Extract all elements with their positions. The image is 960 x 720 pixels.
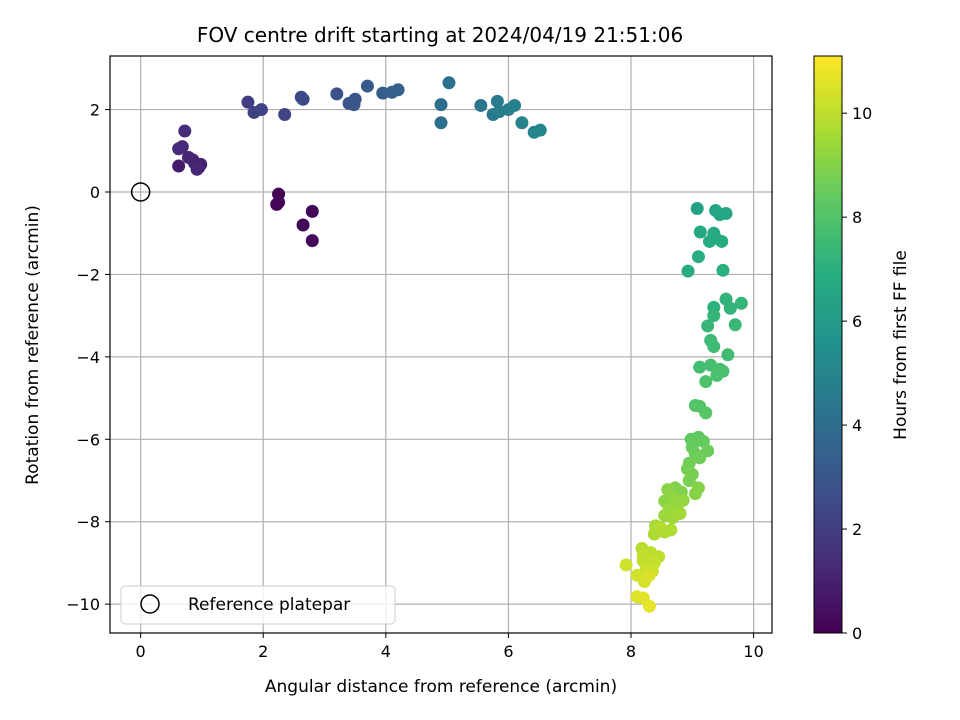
colorbar-gradient [813, 55, 843, 634]
data-point [330, 87, 344, 101]
data-point [490, 94, 504, 108]
colorbar-tick-label: 8 [852, 208, 862, 227]
colorbar-tick-label: 0 [852, 624, 862, 643]
data-point [682, 474, 696, 488]
data-point [347, 98, 361, 112]
x-tick-label: 0 [136, 642, 146, 661]
data-point [272, 195, 286, 209]
data-point [278, 108, 292, 122]
data-point [693, 360, 707, 374]
data-point [360, 79, 374, 93]
scatter-points [172, 76, 748, 613]
data-point [515, 116, 529, 130]
data-point [442, 76, 456, 90]
data-point [673, 506, 687, 520]
data-point [434, 98, 448, 112]
data-point [693, 451, 707, 465]
data-point [707, 309, 721, 323]
data-point [690, 201, 704, 215]
y-tick-label: −2 [76, 265, 100, 284]
colorbar-tick-label: 10 [852, 104, 872, 123]
data-point [688, 487, 702, 501]
x-tick-label: 10 [743, 642, 763, 661]
data-point [734, 296, 748, 310]
data-point [190, 162, 204, 176]
data-point [296, 218, 310, 232]
data-point [699, 375, 713, 389]
x-axis-label: Angular distance from reference (arcmin) [265, 677, 617, 697]
y-tick-label: −10 [66, 595, 100, 614]
y-tick-label: −6 [76, 430, 100, 449]
colorbar: 0 2 4 6 8 10 Hours from first FF file [813, 55, 911, 643]
x-tick-label: 4 [381, 642, 391, 661]
data-point [661, 483, 675, 497]
colorbar-tick-label: 2 [852, 520, 862, 539]
data-point [172, 159, 186, 173]
grid [110, 56, 772, 633]
data-point [305, 204, 319, 218]
data-point [241, 95, 255, 109]
x-tick-label: 6 [503, 642, 513, 661]
x-tick-label: 8 [626, 642, 636, 661]
data-point [172, 142, 186, 156]
colorbar-tick-label: 6 [852, 312, 862, 331]
colorbar-tick-label: 4 [852, 416, 862, 435]
y-tick-label: 2 [90, 101, 100, 120]
data-point [474, 98, 488, 112]
data-point [664, 523, 678, 537]
chart-title: FOV centre drift starting at 2024/04/19 … [197, 23, 683, 47]
reference-marker [130, 182, 151, 202]
data-point [254, 103, 268, 117]
data-point [715, 234, 729, 248]
y-tick-label: −8 [76, 513, 100, 532]
legend-marker [140, 594, 160, 614]
data-point [693, 225, 707, 239]
y-tick-label: 0 [90, 183, 100, 202]
data-point [721, 348, 735, 362]
data-point [710, 368, 724, 382]
data-point [642, 568, 656, 582]
plot-frame [109, 55, 773, 634]
data-point [728, 318, 742, 332]
y-axis-label: Rotation from reference (arcmin) [23, 205, 43, 485]
data-point [434, 116, 448, 130]
data-point [707, 340, 721, 354]
data-point [701, 319, 715, 333]
data-point [653, 521, 667, 535]
data-point [723, 301, 737, 315]
colorbar-ticks: 0 2 4 6 8 10 [842, 104, 872, 643]
data-point [719, 206, 733, 220]
x-tick-label: 2 [258, 642, 268, 661]
data-point [702, 234, 716, 248]
data-point [642, 599, 656, 613]
legend-box [120, 585, 396, 625]
data-point [305, 234, 319, 248]
data-point [178, 124, 192, 138]
data-point [691, 250, 705, 264]
legend: Reference platepar [120, 585, 396, 625]
y-tick-label: −4 [76, 348, 100, 367]
data-point [716, 263, 730, 277]
y-axis-ticks: −10 −8 −6 −4 −2 0 2 [66, 101, 110, 614]
data-point [391, 83, 405, 97]
data-point [533, 123, 547, 137]
data-point [619, 558, 633, 572]
x-axis-ticks: 0 2 4 6 8 10 [136, 633, 764, 661]
data-point [636, 549, 650, 563]
data-point [699, 406, 713, 420]
data-point [296, 92, 310, 106]
colorbar-label: Hours from first FF file [891, 250, 911, 440]
data-point [508, 98, 522, 112]
data-point [681, 264, 695, 278]
legend-entry-reference: Reference platepar [188, 595, 350, 615]
